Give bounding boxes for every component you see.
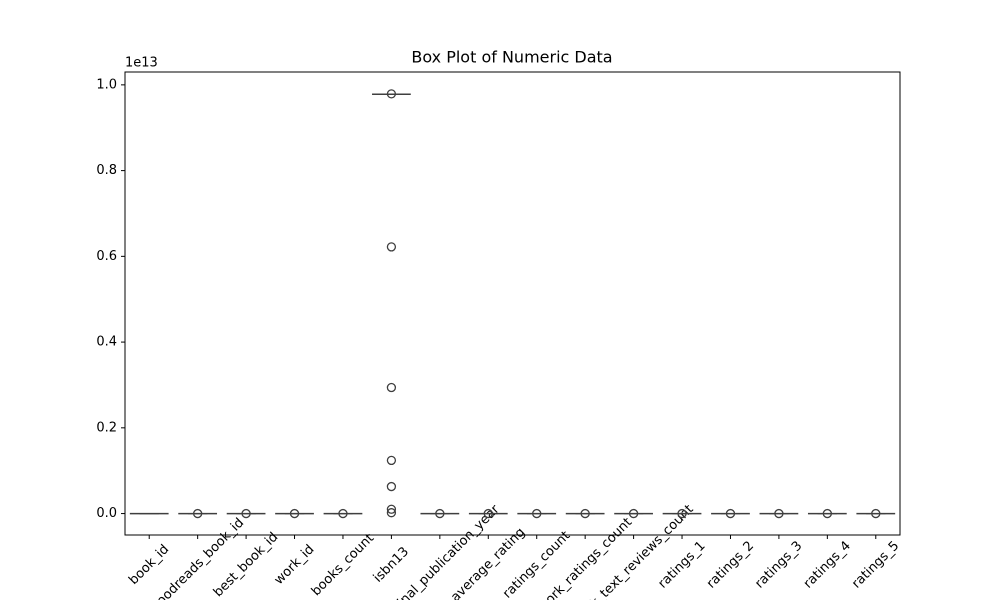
outlier — [386, 242, 397, 252]
x-tick-label: books_count — [309, 531, 377, 599]
outlier — [871, 508, 881, 519]
x-tick-label: ratings_2 — [704, 538, 757, 591]
plot-frame — [124, 71, 901, 536]
y-offset-label: 1e13 — [125, 56, 158, 71]
x-tick-label: ratings_4 — [801, 538, 854, 591]
y-tick-label: 0.8 — [96, 163, 117, 178]
outlier — [386, 89, 397, 99]
outlier — [386, 508, 397, 518]
x-tick-label: ratings_5 — [849, 538, 902, 591]
outlier — [193, 508, 203, 519]
outlier — [628, 508, 639, 519]
x-tick-label: book_id — [126, 542, 172, 588]
x-tick-label: isbn13 — [371, 544, 412, 585]
y-tick-label: 0.6 — [96, 249, 117, 264]
outlier — [386, 504, 397, 514]
outlier — [532, 508, 542, 519]
outlier — [435, 508, 445, 519]
outlier — [386, 481, 397, 492]
y-tick-label: 1.0 — [96, 77, 117, 92]
outlier — [725, 508, 736, 519]
outlier — [386, 382, 397, 393]
outlier — [483, 508, 493, 519]
outlier — [580, 508, 590, 519]
outlier — [822, 508, 832, 519]
x-tick-label: ratings_3 — [752, 538, 805, 591]
x-tick-label: work_id — [272, 542, 318, 588]
y-tick-label: 0.2 — [96, 420, 117, 435]
outlier — [386, 455, 397, 466]
outlier — [677, 508, 687, 519]
outlier — [774, 508, 784, 519]
x-tick-label: ratings_1 — [655, 538, 708, 591]
chart-title: Box Plot of Numeric Data — [411, 48, 612, 67]
y-tick-label: 0.4 — [96, 335, 117, 350]
outlier — [289, 508, 300, 519]
y-tick-label: 0.0 — [96, 506, 117, 521]
outlier — [338, 508, 348, 519]
outlier — [241, 508, 251, 519]
